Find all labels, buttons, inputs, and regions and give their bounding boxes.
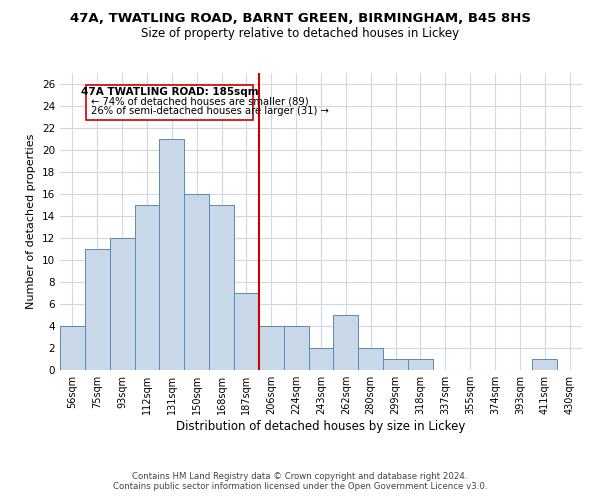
Bar [85, 249, 110, 370]
Bar [532, 359, 557, 370]
Bar [134, 204, 160, 370]
Bar [308, 348, 334, 370]
Bar [184, 194, 209, 370]
Bar [160, 138, 184, 370]
Bar [334, 315, 358, 370]
Bar [284, 326, 308, 370]
Bar [209, 204, 234, 370]
Bar [60, 326, 85, 370]
Bar [408, 359, 433, 370]
Text: ← 74% of detached houses are smaller (89): ← 74% of detached houses are smaller (89… [91, 96, 308, 106]
Bar [358, 348, 383, 370]
Text: 47A, TWATLING ROAD, BARNT GREEN, BIRMINGHAM, B45 8HS: 47A, TWATLING ROAD, BARNT GREEN, BIRMING… [70, 12, 530, 26]
Text: Size of property relative to detached houses in Lickey: Size of property relative to detached ho… [141, 28, 459, 40]
Text: 47A TWATLING ROAD: 185sqm: 47A TWATLING ROAD: 185sqm [80, 88, 258, 98]
Text: Contains public sector information licensed under the Open Government Licence v3: Contains public sector information licen… [113, 482, 487, 491]
Bar [110, 238, 134, 370]
Y-axis label: Number of detached properties: Number of detached properties [26, 134, 37, 309]
Text: 26% of semi-detached houses are larger (31) →: 26% of semi-detached houses are larger (… [91, 106, 329, 116]
Bar [234, 293, 259, 370]
Text: Contains HM Land Registry data © Crown copyright and database right 2024.: Contains HM Land Registry data © Crown c… [132, 472, 468, 481]
Bar [259, 326, 284, 370]
Bar [383, 359, 408, 370]
X-axis label: Distribution of detached houses by size in Lickey: Distribution of detached houses by size … [176, 420, 466, 433]
FancyBboxPatch shape [86, 84, 253, 120]
